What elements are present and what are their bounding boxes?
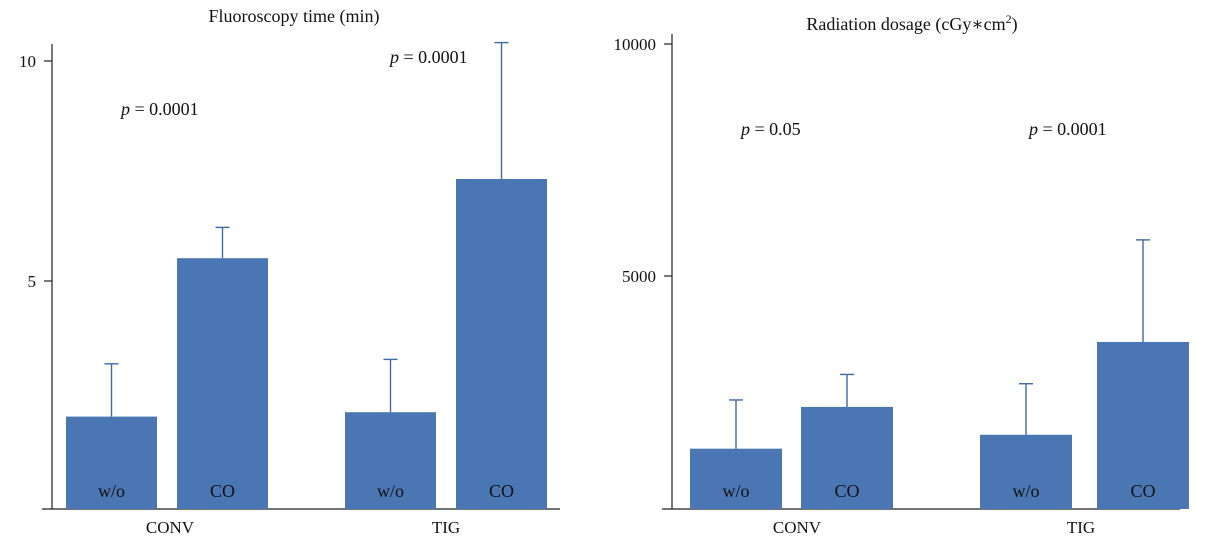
fluoroscopy-bar-label: w/o <box>98 481 125 501</box>
fluoroscopy-p-value-annotation: p = 0.0001 <box>388 47 468 67</box>
radiation-bar <box>690 448 782 509</box>
fluoroscopy-bar <box>177 258 268 509</box>
radiation-bar <box>801 406 893 509</box>
fluoroscopy-p-value-annotation: p = 0.0001 <box>119 99 199 119</box>
radiation-bar <box>1097 341 1189 509</box>
radiation-p-value-annotation: p = 0.0001 <box>1027 119 1107 139</box>
fluoroscopy-bar-label: CO <box>210 481 235 501</box>
fluoroscopy-category-label: TIG <box>432 518 460 537</box>
fluoroscopy-ytick-label: 5 <box>28 272 37 291</box>
radiation-ytick-label: 10000 <box>614 35 657 54</box>
radiation-category-label: TIG <box>1067 518 1095 537</box>
radiation-bar-label: CO <box>1130 481 1155 501</box>
radiation-p-value-annotation: p = 0.05 <box>739 119 801 139</box>
fluoroscopy-chart-title: Fluoroscopy time (min) <box>209 6 380 27</box>
fluoroscopy-bar <box>345 412 436 509</box>
radiation-bar <box>980 434 1072 509</box>
radiation-category-label: CONV <box>773 518 822 537</box>
radiation-bar-label: w/o <box>1013 481 1040 501</box>
radiation-chart: Radiation dosage (cGy∗cm2) 5000 10000 w/… <box>614 12 1189 537</box>
fluoroscopy-bar <box>456 179 547 509</box>
radiation-bar-label: CO <box>834 481 859 501</box>
fluoroscopy-category-label: CONV <box>146 518 195 537</box>
radiation-bar-label: w/o <box>723 481 750 501</box>
fluoroscopy-ytick-label: 10 <box>19 52 36 71</box>
radiation-chart-title: Radiation dosage (cGy∗cm2) <box>806 12 1017 35</box>
fluoroscopy-bar-label: w/o <box>377 481 404 501</box>
fluoroscopy-bar-label: CO <box>489 481 514 501</box>
radiation-ytick-label: 5000 <box>622 267 656 286</box>
fluoroscopy-chart: Fluoroscopy time (min) 5 10 w/o CO w/o CO C… <box>19 6 560 537</box>
fluoroscopy-bar <box>66 416 157 509</box>
